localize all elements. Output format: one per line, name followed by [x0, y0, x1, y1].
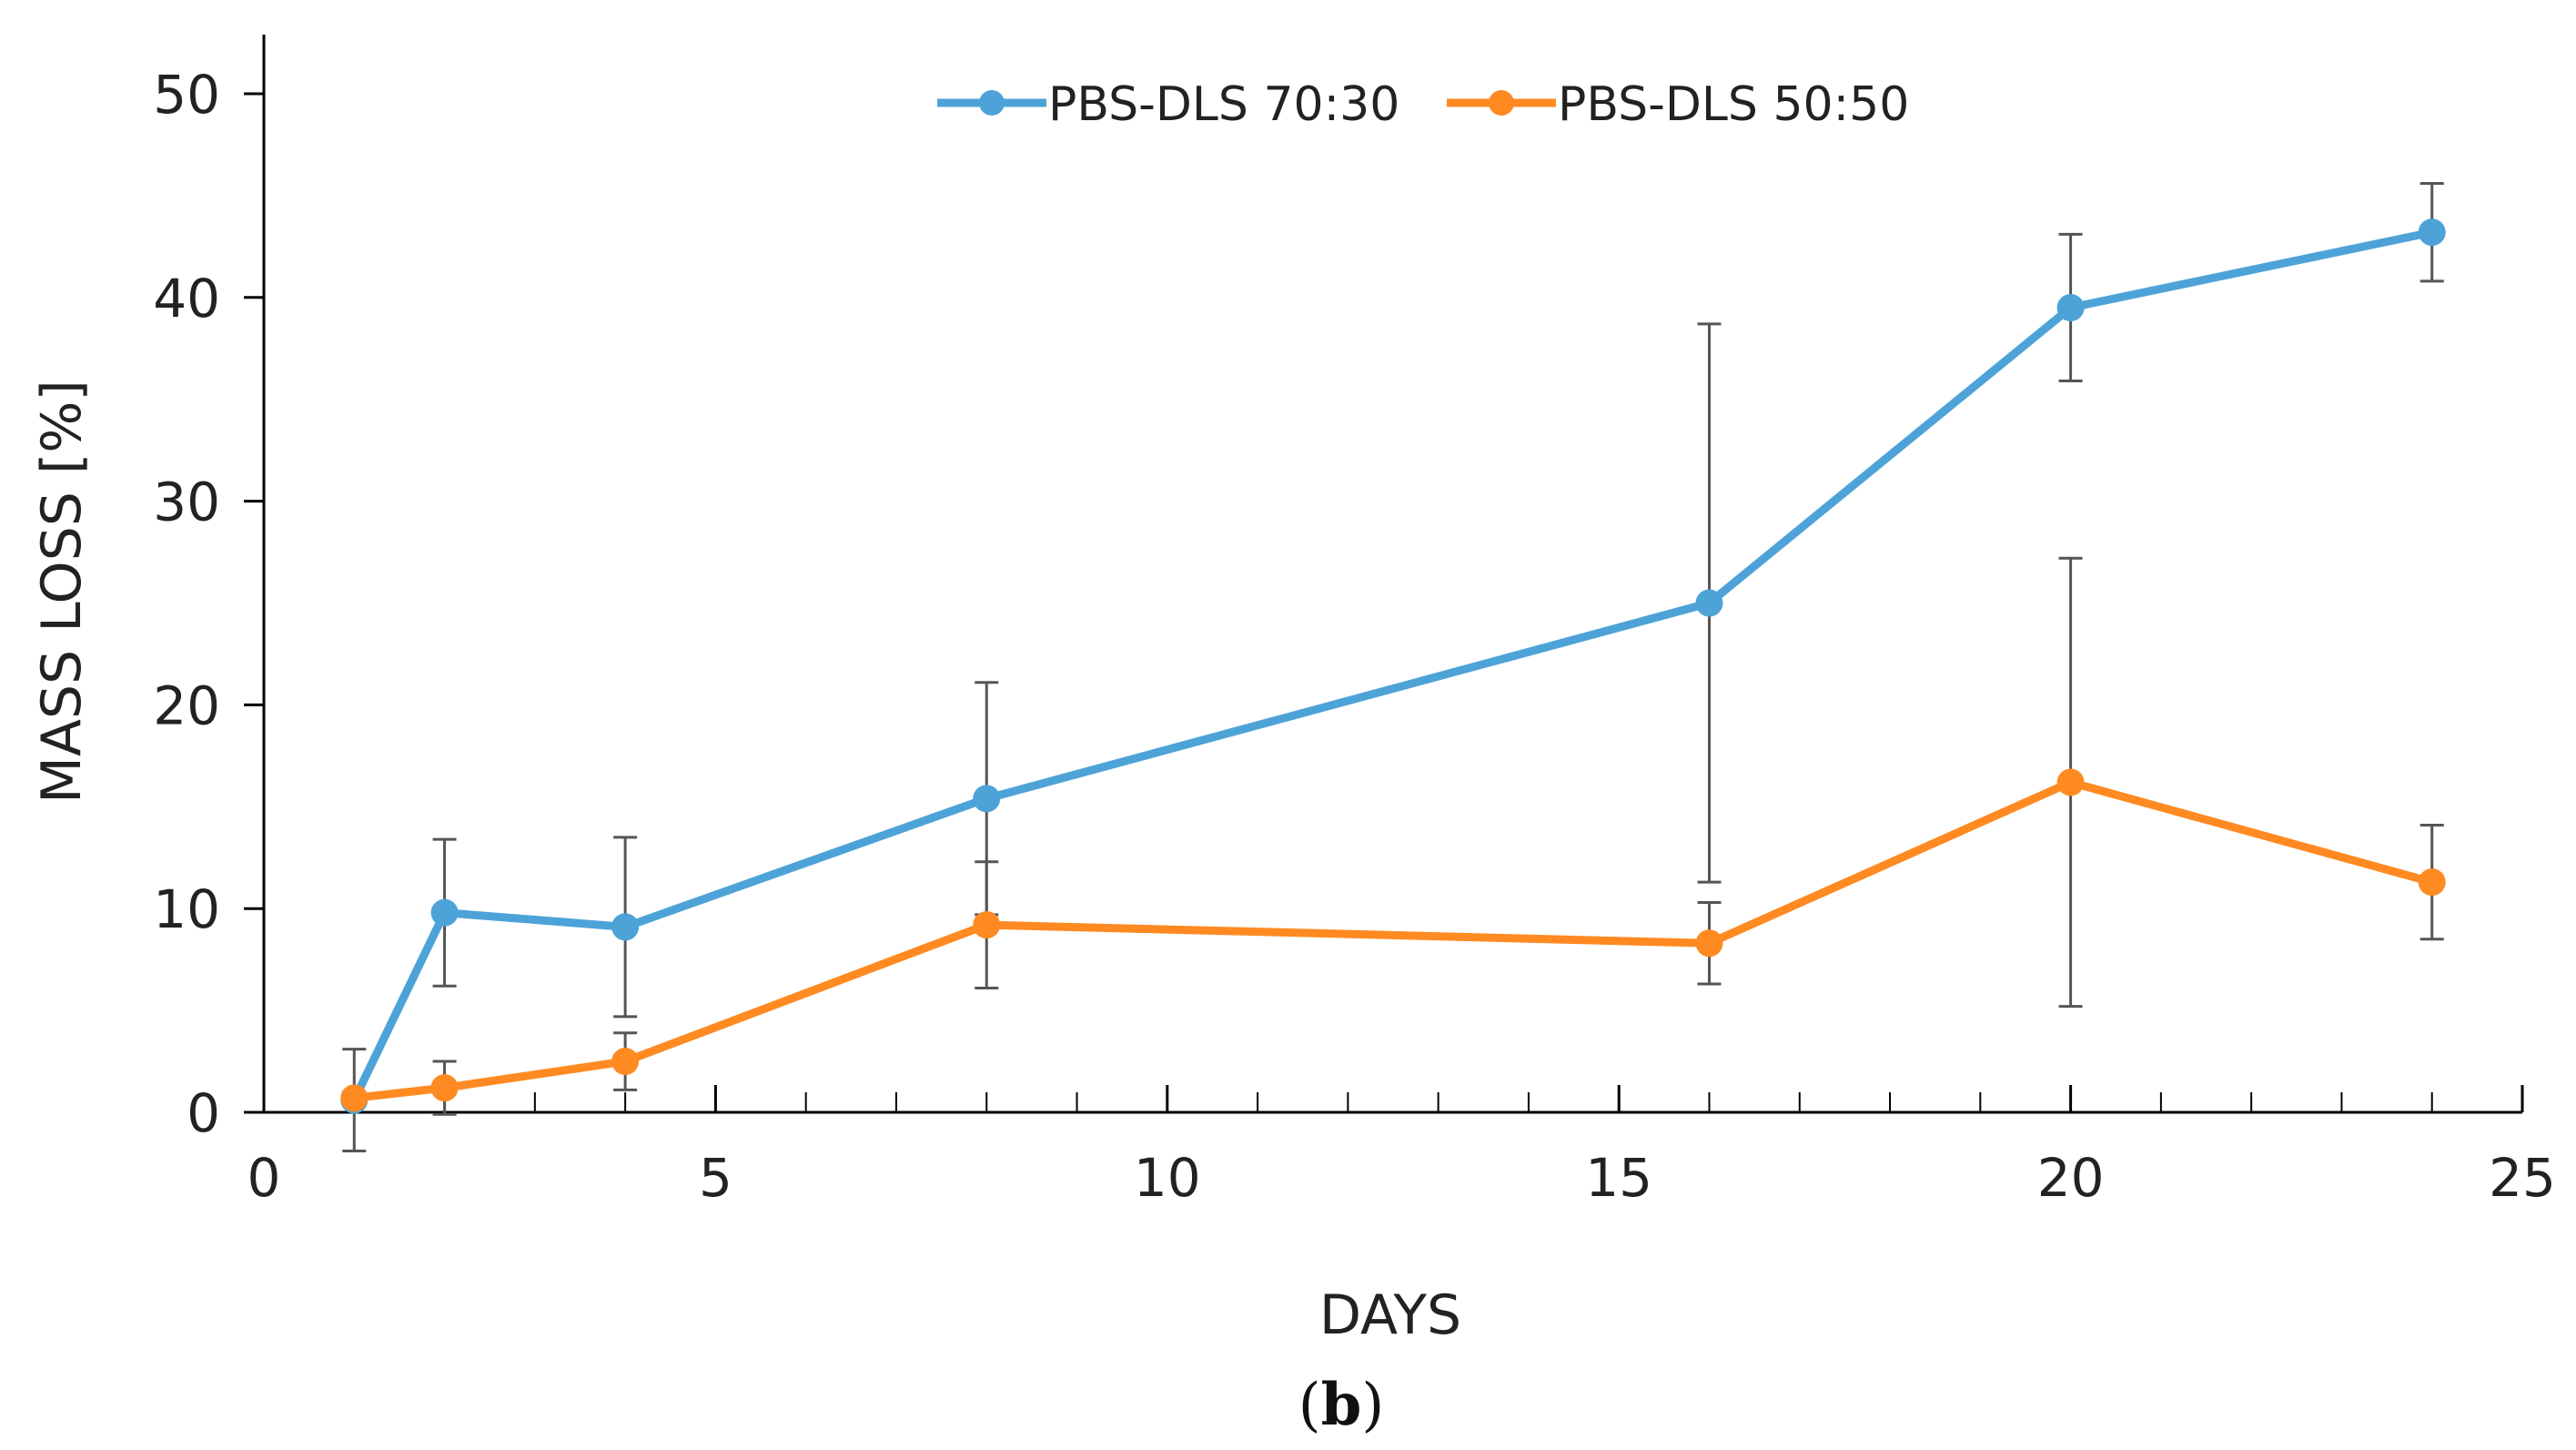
data-point [973, 911, 1001, 939]
data-point [1695, 589, 1723, 617]
data-point [611, 913, 640, 941]
legend-swatch-marker [979, 90, 1005, 116]
legend-label: PBS-DLS 70:30 [1048, 77, 1399, 132]
data-point [973, 785, 1001, 813]
x-tick-label: 5 [699, 1147, 732, 1209]
legend: PBS-DLS 70:30 PBS-DLS 50:50 [937, 77, 1909, 132]
x-tick-label: 0 [247, 1147, 281, 1209]
y-axis-title: MASS LOSS [%] [30, 380, 94, 804]
series-2 [340, 768, 2446, 1112]
x-tick-label: 25 [2489, 1147, 2556, 1209]
series-layer [340, 181, 2446, 1153]
data-point [611, 1048, 640, 1076]
data-point [340, 1084, 369, 1112]
x-tick-label: 20 [2037, 1147, 2105, 1209]
data-point [430, 898, 459, 927]
y-tick-label: 30 [153, 472, 220, 533]
y-tick-label: 0 [187, 1082, 220, 1144]
y-tick-label: 10 [153, 878, 220, 940]
legend-item-1: PBS-DLS 70:30 [937, 77, 1399, 132]
x-axis-title: DAYS [1319, 1283, 1461, 1347]
axes [262, 35, 2522, 1114]
caption-open-paren: ( [1298, 1372, 1321, 1439]
data-point [430, 1074, 459, 1102]
x-tick-label: 10 [1134, 1147, 1201, 1209]
y-tick-label: 40 [153, 268, 220, 330]
y-tick-label: 50 [153, 64, 220, 126]
legend-item-2: PBS-DLS 50:50 [1447, 77, 1909, 132]
y-tick-label: 20 [153, 674, 220, 736]
x-tick-label: 15 [1585, 1147, 1652, 1209]
data-point [2418, 868, 2446, 897]
caption-close-paren: ) [1361, 1372, 1384, 1439]
data-point [2056, 768, 2085, 796]
y-ticks: 0 10 20 30 40 50 [153, 64, 264, 1144]
data-point [2056, 293, 2085, 321]
figure-caption: (b) [1298, 1371, 1385, 1439]
data-point [2418, 218, 2446, 247]
data-point [1695, 929, 1723, 958]
legend-swatch-marker [1489, 90, 1514, 116]
x-ticks: 0 5 10 15 20 25 [247, 1085, 2556, 1209]
legend-label: PBS-DLS 50:50 [1558, 77, 1909, 132]
caption-letter: b [1321, 1371, 1362, 1439]
